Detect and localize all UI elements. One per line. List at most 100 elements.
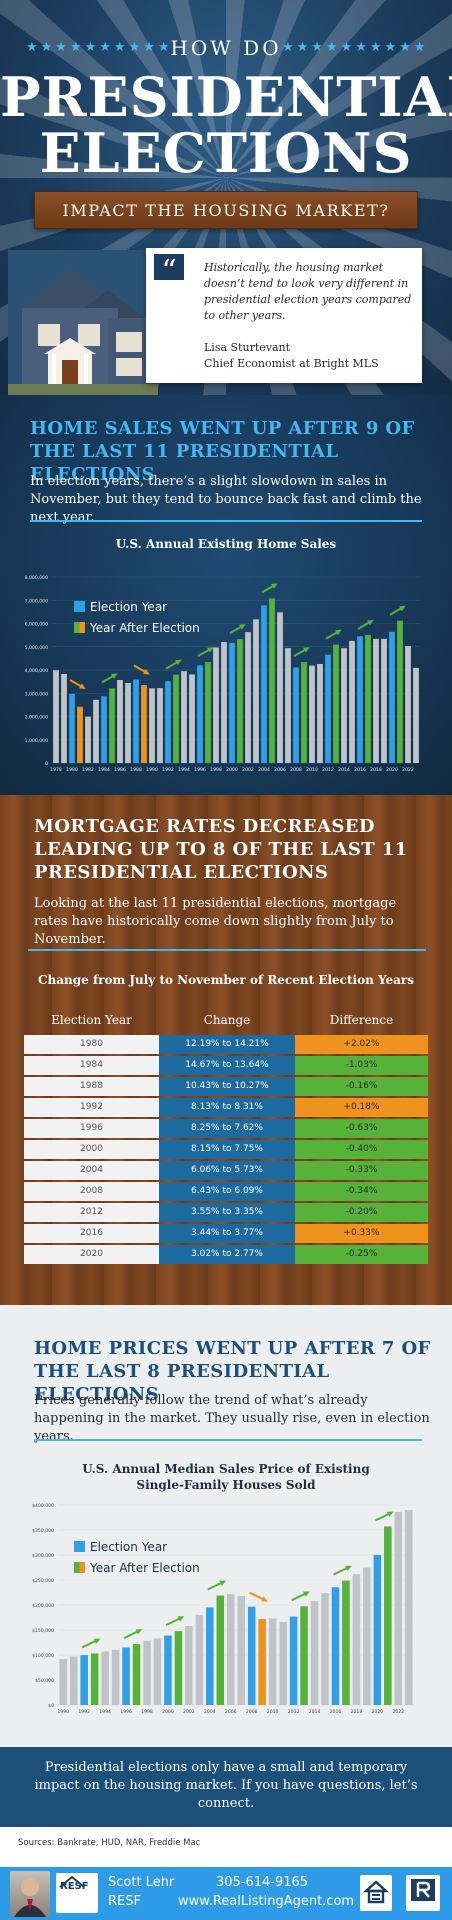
bar-2014 [341, 648, 347, 763]
x-tick-label: 2000 [226, 767, 238, 773]
y-tick-label: 5,000,000 [25, 645, 48, 651]
bar-1989 [141, 685, 147, 763]
x-tick-label: 2006 [225, 1709, 237, 1715]
x-tick-label: 2020 [386, 767, 398, 773]
bar-1997 [132, 1644, 141, 1705]
bar-1992 [80, 1655, 88, 1705]
bar-2019 [363, 1567, 371, 1705]
trend-arrow-head [386, 1511, 394, 1517]
bar-1980 [69, 693, 75, 763]
bar-2003 [195, 1614, 204, 1705]
rates-table-row: 1980 12.19% to 14.21% +2.02% [24, 1035, 428, 1054]
bar-2006 [226, 1594, 235, 1705]
bar-1992 [165, 681, 171, 763]
rates-cell-year: 1988 [24, 1077, 159, 1096]
bar-2004 [261, 605, 267, 763]
x-tick-label: 1978 [50, 767, 62, 773]
y-tick-label: $200,000 [32, 1603, 54, 1609]
x-tick-label: 1994 [99, 1709, 111, 1715]
home-prices-body: Prices generally follow the trend of wha… [34, 1393, 430, 1444]
agent-phone-link[interactable]: 305-614-9165 [215, 1875, 309, 1890]
trend-arrow-head [303, 1591, 310, 1597]
x-tick-label: 2010 [306, 767, 318, 773]
home-sales-chart-title: U.S. Annual Existing Home Sales [115, 537, 337, 551]
trend-arrow-head [367, 619, 374, 626]
bar-2020 [373, 1554, 382, 1705]
x-tick-label: 1992 [162, 767, 174, 773]
rates-col-header-year: Election Year [51, 1013, 132, 1027]
x-tick-label: 2022 [392, 1709, 404, 1715]
rates-cell-year: 2020 [24, 1245, 159, 1264]
rates-cell-difference: -0.40% [295, 1140, 428, 1159]
bar-1987 [125, 683, 131, 763]
house-illustration [8, 250, 158, 395]
bar-2021 [384, 1526, 392, 1705]
trend-arrow-2016 [357, 619, 374, 630]
legend-swatch-after-a [74, 1562, 80, 1573]
bar-2010 [309, 665, 315, 763]
rates-cell-change: 3.55% to 3.35% [159, 1203, 295, 1222]
bar-2000 [164, 1635, 172, 1705]
trend-arrow-1992 [165, 659, 182, 670]
y-tick-label: $300,000 [32, 1553, 54, 1559]
bar-2007 [285, 648, 291, 763]
rates-cell-year: 1996 [24, 1119, 159, 1138]
trend-arrow-head [344, 1565, 352, 1571]
legend-swatch-after-a [74, 622, 80, 633]
bar-1993 [173, 674, 179, 763]
section-divider [28, 949, 426, 951]
hero-kicker: HOW DO [170, 36, 282, 60]
legend-swatch-after-b [79, 622, 85, 633]
x-tick-label: 1990 [146, 767, 158, 773]
bar-1983 [93, 699, 99, 763]
legend-swatch-election [74, 1541, 85, 1552]
x-tick-label: 2014 [338, 767, 350, 773]
agent-website-link[interactable]: www.RealListingAgent.com [178, 1894, 355, 1909]
trend-arrow-head [219, 1580, 227, 1586]
bar-1982 [85, 716, 91, 763]
agent-name-block: Scott Lehr RESF [108, 1873, 174, 1911]
bar-2012 [325, 654, 331, 763]
company-logo-text: RESF [60, 1881, 89, 1892]
bar-2017 [342, 1580, 350, 1705]
rates-cell-change: 10.43% to 10.27% [159, 1077, 295, 1096]
agent-company: RESF [108, 1894, 141, 1909]
rates-cell-difference: -0.25% [295, 1245, 428, 1264]
legend-swatch-election [74, 601, 85, 612]
x-tick-label: 1988 [130, 767, 142, 773]
rates-cell-change: 8.15% to 7.75% [159, 1140, 295, 1159]
y-tick-label: $400,000 [32, 1503, 54, 1509]
agent-footer: RESF Scott Lehr RESF 305-614-9165 www.Re… [0, 1867, 452, 1920]
rates-table-row: 2012 3.55% to 3.35% -0.20% [24, 1203, 428, 1222]
hero-title-line2: ELECTIONS [39, 121, 413, 185]
bar-2018 [373, 638, 379, 763]
x-tick-label: 2012 [288, 1709, 300, 1715]
bar-2018 [352, 1574, 361, 1705]
rates-cell-change: 8.25% to 7.62% [159, 1119, 295, 1138]
bar-1991 [69, 1656, 78, 1705]
rates-cell-change: 6.06% to 5.73% [159, 1161, 295, 1180]
rates-cell-change: 12.19% to 14.21% [159, 1035, 295, 1054]
bar-1990 [149, 688, 155, 763]
company-logo: RESF [56, 1873, 98, 1913]
legend-swatch-after-b [79, 1562, 85, 1573]
rates-cell-difference: +2.02% [295, 1035, 428, 1054]
trend-arrow-2016 [333, 1565, 352, 1576]
agent-photo [10, 1871, 50, 1917]
bar-1978 [53, 670, 59, 763]
agent-name: Scott Lehr [108, 1875, 175, 1890]
trend-arrow-1980 [69, 679, 86, 689]
bar-2002 [185, 1625, 193, 1705]
home-sales-section: HOME SALES WENT UP AFTER 9 OF THE LAST 1… [0, 395, 452, 795]
trend-arrow-1988 [133, 664, 150, 675]
company-logo-mark [59, 1875, 85, 1888]
trend-arrow-1984 [101, 673, 118, 684]
y-tick-label: 3,000,000 [25, 691, 48, 697]
trend-arrow-2008 [249, 1591, 268, 1602]
bar-2021 [397, 620, 403, 763]
trend-arrow-2000 [229, 624, 246, 634]
stars-right-decoration: ★★★★★★★★★★ [282, 40, 429, 55]
trend-arrow-head [135, 1629, 143, 1635]
trend-arrow-head [111, 673, 118, 679]
bar-1990 [59, 1659, 68, 1705]
